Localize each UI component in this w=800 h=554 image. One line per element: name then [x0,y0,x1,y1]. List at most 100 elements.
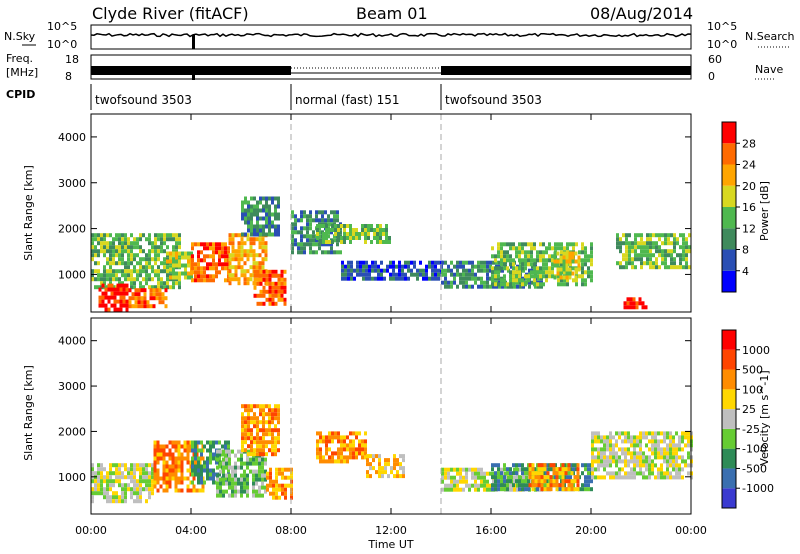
heatmap-cell [274,301,278,306]
heatmap-cell [243,253,247,258]
heatmap-cell [194,444,197,449]
colorbar-swatch [722,249,736,271]
heatmap-cell [516,284,519,289]
heatmap-cell [503,479,506,484]
heatmap-cell [110,291,114,296]
heatmap-cell [639,447,642,452]
heatmap-cell [109,261,112,266]
heatmap-cell [98,295,102,300]
heatmap-cell [506,282,509,287]
heatmap-cell [154,237,157,242]
heatmap-cell [258,241,262,246]
heatmap-cell [186,452,190,457]
heatmap-cell [533,270,536,275]
heatmap-cell [506,242,509,247]
heatmap-cell [512,483,515,488]
heatmap-cell [500,475,503,480]
heatmap-cell [618,467,621,472]
heatmap-cell [165,444,169,449]
heatmap-cell [500,262,503,267]
heatmap-cell [91,479,94,484]
heatmap-cell [349,224,352,228]
heatmap-cell [648,459,651,464]
heatmap-cell [164,288,168,293]
heatmap-cell [91,249,94,254]
heatmap-cell [515,471,518,476]
heatmap-cell [587,254,590,259]
cpid-segment-label: twofsound 3503 [445,93,542,107]
heatmap-cell [316,224,319,228]
heatmap-cell [225,465,228,470]
heatmap-cell [570,479,574,484]
heatmap-cell [271,220,274,225]
heatmap-cell [231,249,235,254]
heatmap-cell [622,233,625,238]
heatmap-cell [500,254,503,259]
heatmap-cell [221,444,224,449]
heatmap-cell [685,237,688,242]
heatmap-cell [130,253,133,258]
heatmap-cell [325,236,328,240]
heatmap-cell [151,245,154,250]
heatmap-cell [130,471,133,476]
heatmap-cell [134,292,138,297]
heatmap-cell [268,428,271,433]
heatmap-cell [644,305,648,310]
heatmap-cell [594,475,597,480]
heatmap-cell [539,254,542,259]
heatmap-cell [252,237,256,242]
heatmap-cell [521,479,524,484]
heatmap-cell [591,455,594,460]
heatmap-cell [531,479,535,484]
heatmap-cell [172,275,175,280]
heatmap-cell [162,464,166,469]
heatmap-cell [621,475,624,480]
heatmap-cell [139,261,142,266]
heatmap-cell [670,257,673,262]
heatmap-cell [134,296,138,301]
heatmap-cell [312,238,315,243]
heatmap-cell [258,253,262,258]
heatmap-cell [456,479,459,484]
heatmap-cell [513,487,516,492]
heatmap-cell [171,472,175,477]
heatmap-cell [428,264,431,269]
heatmap-cell [675,451,678,456]
heatmap-cell [148,249,151,254]
heatmap-cell [521,483,524,488]
heatmap-cell [143,304,147,309]
heatmap-cell [646,253,649,258]
heatmap-cell [666,471,669,476]
heatmap-cell [240,273,244,278]
heatmap-cell [206,456,209,461]
heatmap-cell [591,471,594,476]
heatmap-cell [327,214,330,219]
heatmap-cell [367,224,370,228]
heatmap-cell [140,288,144,293]
heatmap-cell [130,281,133,286]
heatmap-cell [459,280,462,285]
heatmap-cell [136,499,139,504]
heatmap-cell [134,304,138,309]
colorbar-swatch [722,428,736,449]
heatmap-cell [688,233,691,238]
heatmap-cell [231,257,235,262]
heatmap-cell [672,459,675,464]
heatmap-cell [441,280,444,285]
heatmap-cell [398,272,401,277]
heatmap-cell [675,471,678,476]
heatmap-cell [597,475,600,480]
heatmap-cell [574,267,578,272]
heatmap-cell [174,476,178,481]
heatmap-cell [389,264,392,269]
heatmap-cell [657,467,660,472]
heatmap-cell [133,277,136,282]
heatmap-cell [203,270,206,275]
heatmap-cell [531,471,535,476]
heatmap-cell [148,475,151,480]
heatmap-cell [100,241,103,246]
heatmap-cell [609,443,612,448]
heatmap-cell [268,269,272,274]
heatmap-cell [465,260,468,265]
heatmap-cell [483,264,486,269]
